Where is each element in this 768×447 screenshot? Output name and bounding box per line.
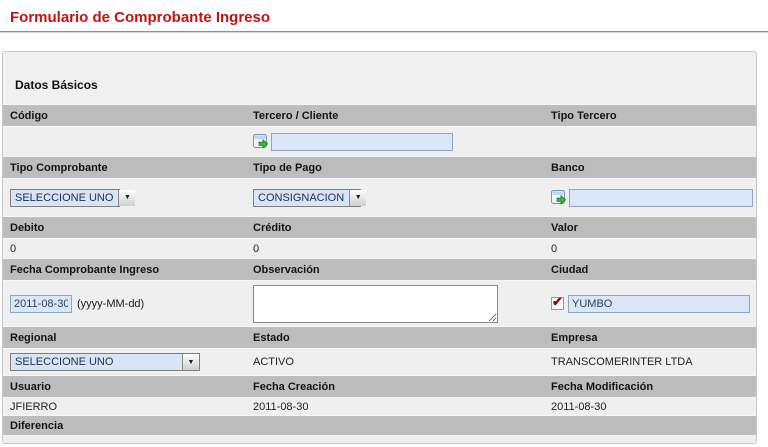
header-row-2: Tipo Comprobante Tipo de Pago Banco bbox=[3, 156, 756, 179]
credito-value: 0 bbox=[253, 242, 260, 255]
ciudad-checkbox[interactable] bbox=[551, 295, 564, 310]
field-label-codigo: Código bbox=[10, 109, 48, 122]
tipo-comprobante-select[interactable]: SELECCIONE UNO ▼ bbox=[10, 188, 136, 207]
content-row-4: (yyyy-MM-dd) bbox=[3, 281, 756, 326]
chevron-down-icon[interactable]: ▼ bbox=[182, 354, 199, 370]
content-row-2: SELECCIONE UNO ▼ CONSIGNACION ▼ bbox=[3, 179, 756, 216]
content-row-3: 0 0 0 bbox=[3, 239, 756, 258]
section-title: Datos Básicos bbox=[15, 78, 98, 92]
page-title: Formulario de Comprobante Ingreso bbox=[10, 9, 271, 26]
valor-value: 0 bbox=[551, 242, 558, 255]
field-label-tercero-cliente: Tercero / Cliente bbox=[253, 109, 339, 122]
content-row-diferencia bbox=[3, 436, 756, 443]
field-label-credito: Crédito bbox=[253, 221, 292, 234]
field-label-estado: Estado bbox=[253, 331, 290, 344]
field-label-tipo-comprobante: Tipo Comprobante bbox=[10, 161, 108, 174]
empresa-value: TRANSCOMERINTER LTDA bbox=[551, 356, 693, 368]
content-row-5: SELECCIONE UNO ▼ ACTIVO TRANSCOMERINTER … bbox=[3, 349, 756, 375]
header-row-5: Regional Estado Empresa bbox=[3, 326, 756, 349]
datos-basicos-panel: Datos Básicos Código Tercero / Cliente T… bbox=[2, 51, 757, 444]
ciudad-input[interactable] bbox=[568, 294, 750, 313]
tercero-cliente-input[interactable] bbox=[271, 132, 453, 151]
content-row-6: JFIERRO 2011-08-30 2011-08-30 bbox=[3, 398, 756, 415]
header-row-6: Usuario Fecha Creación Fecha Modificació… bbox=[3, 375, 756, 398]
header-row-3: Debito Crédito Valor bbox=[3, 216, 756, 239]
estado-value: ACTIVO bbox=[253, 356, 294, 368]
tercero-lookup-icon[interactable] bbox=[253, 133, 269, 150]
header-row-1: Código Tercero / Cliente Tipo Tercero bbox=[3, 104, 756, 127]
content-row-1 bbox=[3, 127, 756, 156]
banco-lookup-icon[interactable] bbox=[551, 189, 567, 206]
tipo-de-pago-select[interactable]: CONSIGNACION ▼ bbox=[253, 188, 367, 207]
header-row-diferencia: Diferencia bbox=[3, 415, 756, 436]
field-label-banco: Banco bbox=[551, 161, 585, 174]
field-label-debito: Debito bbox=[10, 221, 45, 234]
field-label-valor: Valor bbox=[551, 221, 578, 234]
usuario-value: JFIERRO bbox=[10, 400, 58, 413]
field-label-empresa: Empresa bbox=[551, 331, 598, 344]
header-row-4: Fecha Comprobante Ingreso Observación Ci… bbox=[3, 258, 756, 281]
banco-input[interactable] bbox=[569, 188, 753, 207]
field-label-tipo-de-pago: Tipo de Pago bbox=[253, 161, 322, 174]
fecha-modificacion-value: 2011-08-30 bbox=[551, 400, 607, 413]
field-label-observacion: Observación bbox=[253, 263, 320, 276]
field-label-tipo-tercero: Tipo Tercero bbox=[551, 109, 617, 122]
field-label-fecha-modificacion: Fecha Modificación bbox=[551, 380, 654, 393]
chevron-down-icon[interactable]: ▼ bbox=[349, 189, 367, 206]
field-label-fecha-creacion: Fecha Creación bbox=[253, 380, 335, 393]
field-label-usuario: Usuario bbox=[10, 380, 51, 393]
chevron-down-icon[interactable]: ▼ bbox=[118, 189, 136, 206]
field-label-fecha-comprobante: Fecha Comprobante Ingreso bbox=[10, 263, 160, 276]
title-divider bbox=[0, 31, 768, 33]
date-format-hint: (yyyy-MM-dd) bbox=[77, 297, 145, 310]
field-label-diferencia: Diferencia bbox=[10, 419, 64, 432]
fecha-creacion-value: 2011-08-30 bbox=[253, 400, 309, 413]
field-label-regional: Regional bbox=[10, 331, 57, 344]
form-table: Código Tercero / Cliente Tipo Tercero Ti… bbox=[3, 104, 756, 443]
observacion-textarea[interactable] bbox=[253, 284, 498, 323]
field-label-ciudad: Ciudad bbox=[551, 263, 589, 276]
debito-value: 0 bbox=[10, 242, 17, 255]
regional-select[interactable]: SELECCIONE UNO ▼ bbox=[10, 353, 200, 371]
fecha-comprobante-input[interactable] bbox=[10, 294, 72, 313]
